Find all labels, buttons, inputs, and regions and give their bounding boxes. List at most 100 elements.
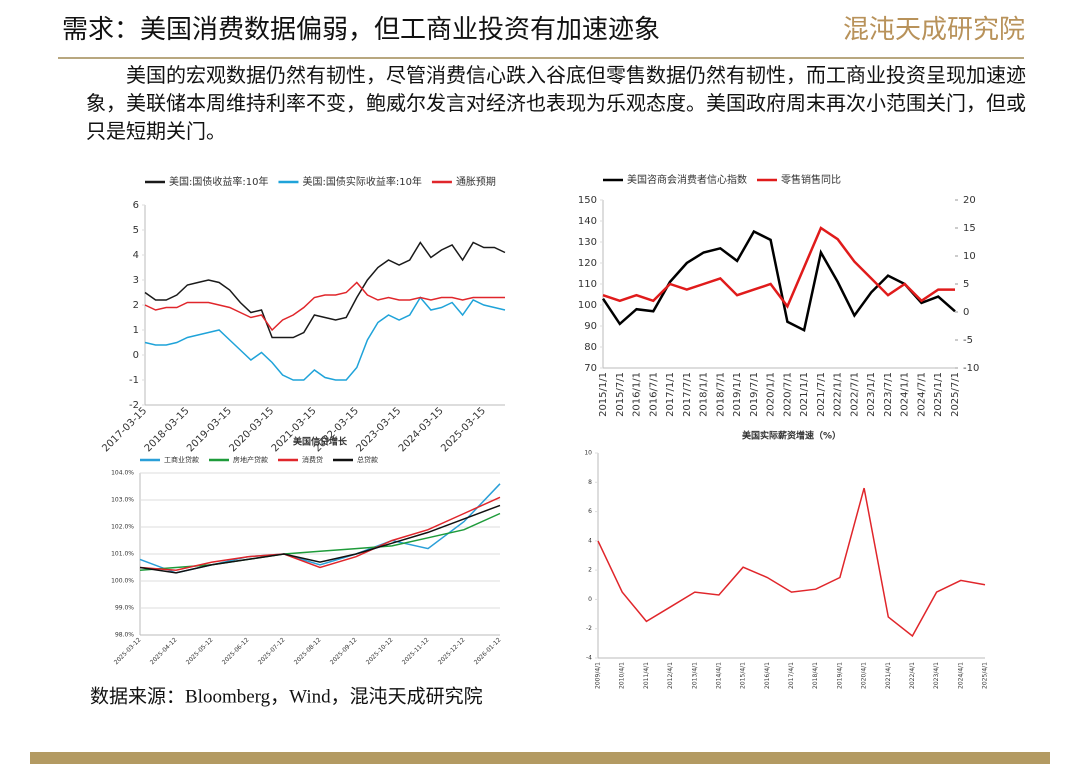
x-tick-label: 2015/7/1 (615, 372, 626, 417)
y-tick-label: 130 (578, 237, 597, 248)
x-tick-label: 2018/7/1 (715, 372, 726, 417)
x-tick-label: 2009/4/1 (595, 662, 602, 689)
y-tick-label: 98.0% (115, 632, 134, 639)
y-tick-label: 101.0% (111, 551, 134, 558)
y-tick-label: 5 (133, 225, 139, 236)
x-tick-label: 2025-03-15 (439, 405, 488, 454)
x-tick-label: 2020/1/1 (766, 372, 777, 417)
y-tick-label: 6 (588, 508, 592, 515)
y-tick-label: 0 (133, 350, 139, 361)
y-tick-label: 2 (588, 567, 592, 574)
x-tick-label: 2023/7/1 (883, 372, 894, 417)
y2-tick-label: 5 (963, 279, 969, 290)
legend-label: 美国:国债实际收益率:10年 (302, 175, 421, 188)
y-tick-label: 3 (133, 275, 139, 286)
x-tick-label: 2025-03-12 (113, 636, 143, 666)
x-tick-label: 2023/1/1 (866, 372, 877, 417)
y2-tick-label: 15 (963, 223, 976, 234)
x-tick-label: 2016/7/1 (648, 372, 659, 417)
x-tick-label: 2016/4/1 (764, 662, 771, 689)
x-tick-label: 2025-06-12 (221, 636, 251, 666)
x-tick-label: 2025-10-12 (365, 636, 395, 666)
legend-label: 房地产贷款 (233, 455, 268, 464)
x-tick-label: 2025-05-12 (185, 636, 215, 666)
y2-tick-label: 20 (963, 195, 976, 206)
y-tick-label: 1 (133, 325, 139, 336)
y-tick-label: 102.0% (111, 524, 134, 531)
x-tick-label: 2021/1/1 (799, 372, 810, 417)
series-line (601, 229, 956, 333)
x-tick-label: 2024/1/1 (900, 372, 911, 417)
x-tick-label: 2020/4/1 (861, 662, 868, 689)
legend-label: 零售销售同比 (781, 173, 841, 186)
y-tick-label: 140 (578, 216, 597, 227)
y-tick-label: 150 (578, 195, 597, 206)
x-tick-label: 2023/4/1 (933, 662, 940, 689)
legend-label: 通胀预期 (456, 176, 496, 188)
series-line (144, 241, 506, 339)
y-tick-label: 90 (584, 321, 597, 332)
x-tick-label: 2025-11-12 (401, 636, 431, 666)
y-tick-label: 99.0% (115, 605, 134, 612)
x-tick-label: 2025/1/1 (933, 372, 944, 417)
y-tick-label: 0 (588, 596, 592, 603)
x-tick-label: 2015/1/1 (598, 372, 609, 417)
series-line (139, 512, 501, 571)
x-tick-label: 2021/7/1 (816, 372, 827, 417)
x-tick-label: 2025-12-12 (437, 636, 467, 666)
x-tick-label: 2010/4/1 (619, 662, 626, 689)
x-tick-label: 2012/4/1 (667, 662, 674, 689)
legend-label: 工商业贷款 (164, 455, 199, 464)
x-tick-label: 2016/1/1 (632, 372, 643, 417)
legend-label: 美国咨商会消费者信心指数 (627, 173, 747, 186)
x-tick-label: 2025-09-12 (329, 636, 359, 666)
footer-bar (30, 752, 1050, 764)
y2-tick-label: -5 (963, 335, 973, 346)
y2-tick-label: 0 (963, 307, 969, 318)
y-tick-label: -2 (129, 400, 139, 411)
legend-label: 美国:国债收益率:10年 (169, 175, 268, 188)
x-tick-label: 2017/4/1 (788, 662, 795, 689)
y2-tick-label: -10 (963, 363, 979, 374)
chart-title: 美国信贷增长 (293, 436, 348, 448)
x-tick-label: 2015/4/1 (740, 662, 747, 689)
x-tick-label: 2017/1/1 (665, 372, 676, 417)
slide-title: 需求：美国消费数据偏弱，但工商业投资有加速迹象 (62, 15, 660, 44)
body-box: 美国的宏观数据仍然有韧性，尽管消费信心跌入谷底但零售数据仍然有韧性，而工商业投资… (86, 65, 1026, 143)
y-tick-label: 103.0% (111, 497, 134, 504)
series-line (144, 281, 505, 332)
body-text: 美国的宏观数据仍然有韧性，尽管消费信心跌入谷底但零售数据仍然有韧性，而工商业投资… (86, 65, 1026, 143)
series-line (602, 226, 955, 309)
x-tick-label: 2024/4/1 (957, 662, 964, 689)
y-tick-label: 100 (578, 300, 597, 311)
x-tick-label: 2017/7/1 (682, 372, 693, 417)
y-tick-label: 104.0% (111, 470, 134, 477)
logo: 混沌天成研究院 (843, 15, 1025, 44)
series-line (597, 487, 986, 638)
logo-box (828, 14, 1028, 48)
x-tick-label: 2022/4/1 (909, 662, 916, 689)
source-note: 数据来源：Bloomberg，Wind，混沌天成研究院 (90, 685, 483, 707)
chart-title: 美国实际薪资增速（%） (742, 430, 841, 442)
x-tick-label: 2018/4/1 (812, 662, 819, 689)
x-tick-label: 2019/7/1 (749, 372, 760, 417)
legend-label: 消费贷 (302, 455, 323, 464)
y-tick-label: 80 (584, 342, 597, 353)
y-tick-label: 120 (578, 258, 597, 269)
x-tick-label: 2011/4/1 (643, 662, 650, 689)
y-tick-label: 8 (588, 479, 592, 486)
y2-tick-label: 10 (963, 251, 976, 262)
x-tick-label: 2014/4/1 (715, 662, 722, 689)
x-tick-label: 2021/4/1 (885, 662, 892, 689)
x-tick-label: 2022/7/1 (849, 372, 860, 417)
series-line (139, 504, 501, 574)
y-tick-label: -2 (586, 625, 592, 632)
x-tick-label: 2026-01-12 (473, 636, 503, 666)
x-tick-label: 2025/7/1 (950, 372, 961, 417)
y-tick-label: 100.0% (111, 578, 134, 585)
y-tick-label: 6 (133, 200, 139, 211)
x-tick-label: 2018/1/1 (699, 372, 710, 417)
series-line (139, 483, 501, 574)
y-tick-label: -4 (586, 655, 592, 662)
